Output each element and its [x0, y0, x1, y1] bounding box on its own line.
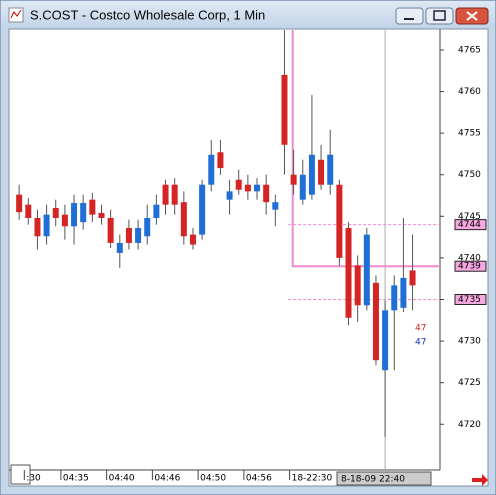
- annotation: 47: [415, 338, 426, 348]
- candle-body: [153, 204, 160, 218]
- candle-body: [162, 184, 169, 205]
- candle-body: [189, 234, 196, 245]
- candle-body: [89, 199, 96, 215]
- candle-body: [180, 202, 187, 237]
- candle-body: [208, 154, 215, 185]
- price-label: 4739: [458, 262, 481, 272]
- candle-body: [25, 204, 32, 218]
- candle-body: [345, 227, 352, 318]
- candle-body: [235, 179, 242, 190]
- candle-body: [336, 184, 343, 258]
- candle-body: [308, 154, 315, 195]
- candle-body: [199, 184, 206, 235]
- y-tick-label: 4730: [458, 337, 481, 347]
- candle-body: [281, 74, 288, 145]
- candle-body: [254, 184, 261, 192]
- x-tick-label: 04:50: [200, 474, 226, 484]
- candle-body: [272, 202, 279, 210]
- candle-body: [135, 227, 142, 243]
- candle-body: [80, 203, 87, 223]
- price-line: [291, 30, 440, 268]
- y-tick-label: 4745: [458, 212, 481, 222]
- candle-body: [125, 227, 132, 243]
- x-tick-label: 18-22:30: [292, 474, 333, 484]
- scroll-arrow[interactable]: [472, 474, 488, 486]
- y-tick-label: 4725: [458, 378, 481, 388]
- x-tick-label: 04:46: [154, 474, 180, 484]
- candle-body: [327, 154, 334, 185]
- y-tick-label: 4720: [458, 420, 481, 430]
- candle-body: [400, 277, 407, 308]
- y-tick-label: 4750: [458, 170, 481, 180]
- candle-body: [71, 203, 78, 227]
- candle-body: [363, 234, 370, 306]
- cursor-label: 8-18-09 22:40: [341, 475, 405, 485]
- price-label-box: [454, 219, 487, 231]
- price-label-box: [454, 293, 487, 305]
- chart-area: [8, 28, 489, 487]
- candle-body: [354, 265, 361, 306]
- candle-body: [171, 184, 178, 205]
- window-title: S.COST - Costco Wholesale Corp, 1 Min: [30, 7, 265, 22]
- y-tick-label: 4765: [458, 45, 481, 55]
- candle-body: [16, 194, 23, 213]
- app-icon: [8, 7, 24, 23]
- candle-body: [43, 214, 50, 237]
- y-tick-label: 4760: [458, 87, 481, 97]
- candle-body: [244, 184, 251, 192]
- candle-body: [372, 282, 379, 361]
- x-tick-label: 04:40: [109, 474, 135, 484]
- candle-body: [34, 217, 41, 237]
- plot: 4720 4725 4730 4735 4740 4745 4750 4755 4760 4765…: [16, 30, 487, 486]
- candle-body: [318, 159, 325, 185]
- y-tick-label: 4755: [458, 129, 481, 139]
- minimize-button[interactable]: [395, 7, 424, 25]
- candle-body: [409, 270, 416, 286]
- annotation: 47: [415, 324, 426, 334]
- y-tick-label: 4740: [458, 253, 481, 263]
- cursor-label-box: [336, 471, 432, 486]
- candle-body: [226, 191, 233, 200]
- candle-body: [116, 242, 123, 253]
- price-label: 4744: [458, 220, 481, 230]
- candle-body: [299, 174, 306, 200]
- candle-body: [144, 217, 151, 237]
- candle-body: [217, 152, 224, 169]
- price-label: 4735: [458, 295, 481, 305]
- x-tick-label: 04:35: [63, 474, 89, 484]
- price-label-box: [454, 260, 487, 272]
- corner-box: [10, 464, 31, 485]
- candle-body: [263, 184, 270, 203]
- candle-body: [290, 174, 297, 185]
- candle-body: [107, 217, 114, 243]
- candle-body: [382, 310, 389, 371]
- candle-body: [61, 214, 68, 227]
- x-tick-label: 04:56: [246, 474, 272, 484]
- window-buttons[interactable]: [395, 7, 489, 25]
- candle-body: [98, 212, 105, 218]
- x-tick-label: :30: [26, 474, 41, 484]
- maximize-button[interactable]: [425, 7, 454, 25]
- candle-body: [52, 207, 59, 218]
- candle-body: [391, 285, 398, 311]
